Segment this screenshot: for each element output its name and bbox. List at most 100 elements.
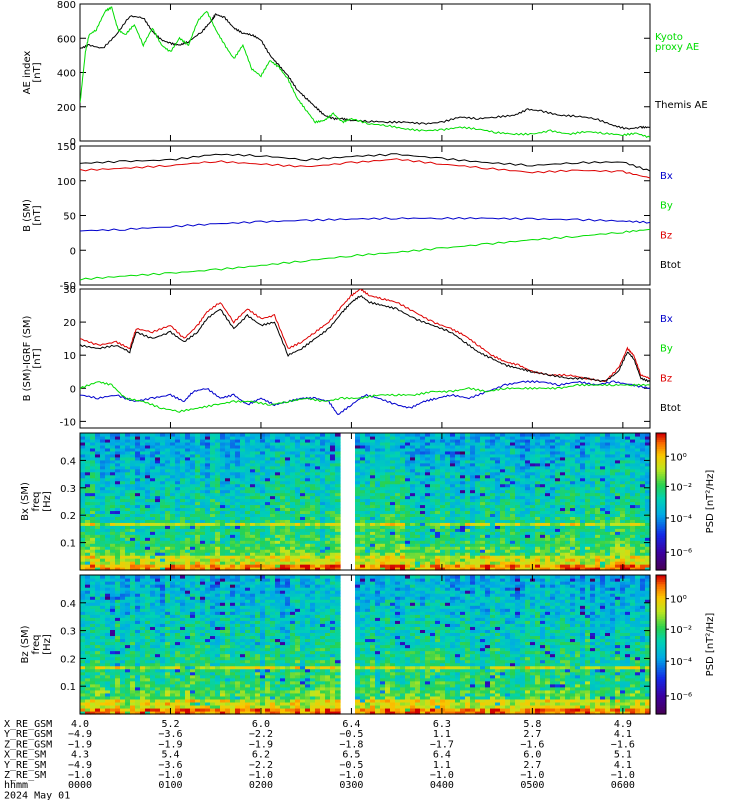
psd-cell xyxy=(155,543,161,547)
psd-cell xyxy=(235,510,241,515)
psd-cell xyxy=(245,546,251,550)
psd-cell xyxy=(90,441,96,446)
psd-cell xyxy=(90,468,96,473)
psd-cell xyxy=(110,480,116,485)
psd-cell xyxy=(165,435,171,440)
psd-cell xyxy=(150,561,156,565)
psd-cell xyxy=(190,489,196,494)
psd-cell xyxy=(100,444,106,449)
psd-cell xyxy=(250,555,256,559)
psd-cell xyxy=(255,513,261,517)
psd-cell xyxy=(220,543,226,547)
psd-cell xyxy=(80,486,86,491)
psd-cell xyxy=(210,468,216,473)
psd-cell xyxy=(200,447,206,452)
psd-cell xyxy=(140,441,146,446)
psd-cell xyxy=(105,450,111,455)
psd-cell xyxy=(205,546,211,550)
psd-cell xyxy=(445,433,451,437)
psd-cell xyxy=(240,567,246,571)
psd-cell xyxy=(175,561,181,565)
psd-cell xyxy=(140,522,146,526)
psd-cell xyxy=(185,489,191,494)
psd-cell xyxy=(125,510,131,515)
psd-cell xyxy=(195,549,201,553)
psd-cell xyxy=(230,459,236,464)
psd-cell xyxy=(165,444,171,449)
psd-cell xyxy=(105,564,111,568)
psd-cell xyxy=(90,504,96,509)
psd-cell xyxy=(135,444,141,449)
psd-cell xyxy=(450,433,456,437)
psd-cell xyxy=(130,433,136,437)
psd-cell xyxy=(155,564,161,568)
psd-cell xyxy=(145,555,151,559)
psd-cell xyxy=(220,507,226,512)
psd-cell xyxy=(245,444,251,449)
psd-cell xyxy=(250,474,256,479)
psd-cell xyxy=(80,453,86,458)
psd-cell xyxy=(250,444,256,449)
psd-cell xyxy=(195,495,201,500)
psd-cell xyxy=(220,552,226,556)
psd-cell xyxy=(195,546,201,550)
psd-cell xyxy=(220,531,226,535)
psd-cell xyxy=(200,498,206,503)
psd-cell xyxy=(100,438,106,443)
psd-cell xyxy=(215,498,221,503)
psd-cell xyxy=(85,552,91,556)
psd-cell xyxy=(220,495,226,500)
psd-cell xyxy=(255,486,261,491)
psd-cell xyxy=(115,567,121,571)
psd-cell xyxy=(245,495,251,500)
psd-cell xyxy=(140,474,146,479)
psd-cell xyxy=(145,543,151,547)
psd-cell xyxy=(95,435,101,440)
psd-cell xyxy=(180,534,186,538)
psd-cell xyxy=(90,513,96,517)
psd-cell xyxy=(110,528,116,532)
psd-cell xyxy=(135,552,141,556)
psd-cell xyxy=(230,501,236,506)
psd-cell xyxy=(195,558,201,562)
psd-cell xyxy=(155,519,161,523)
psd-cell xyxy=(150,435,156,440)
psd-cell xyxy=(90,516,96,520)
psd-cell xyxy=(545,433,551,437)
psd-cell xyxy=(175,522,181,526)
psd-cell xyxy=(210,534,216,538)
psd-cell xyxy=(135,543,141,547)
psd-cell xyxy=(230,504,236,509)
psd-cell xyxy=(250,561,256,565)
psd-cell xyxy=(245,510,251,515)
psd-cell xyxy=(250,453,256,458)
psd-cell xyxy=(240,528,246,532)
psd-cell xyxy=(150,552,156,556)
psd-cell xyxy=(220,483,226,488)
psd-cell xyxy=(155,483,161,488)
psd-cell xyxy=(175,462,181,467)
psd-cell xyxy=(110,456,116,461)
psd-cell xyxy=(165,540,171,544)
psd-cell xyxy=(150,501,156,506)
psd-cell xyxy=(95,513,101,517)
psd-cell xyxy=(195,471,201,476)
psd-cell xyxy=(600,433,606,437)
psd-cell xyxy=(160,543,166,547)
psd-cell xyxy=(245,555,251,559)
psd-cell xyxy=(110,516,116,520)
psd-cell xyxy=(130,459,136,464)
psd-cell xyxy=(250,504,256,509)
psd-cell xyxy=(255,477,261,482)
psd-cell xyxy=(180,477,186,482)
psd-cell xyxy=(225,561,231,565)
psd-cell xyxy=(210,561,216,565)
psd-cell xyxy=(85,540,91,544)
psd-cell xyxy=(235,558,241,562)
psd-cell xyxy=(125,453,131,458)
psd-cell xyxy=(120,486,126,491)
psd-cell xyxy=(230,435,236,440)
psd-cell xyxy=(365,433,371,437)
series-line-bz xyxy=(80,289,650,383)
psd-cell xyxy=(140,549,146,553)
